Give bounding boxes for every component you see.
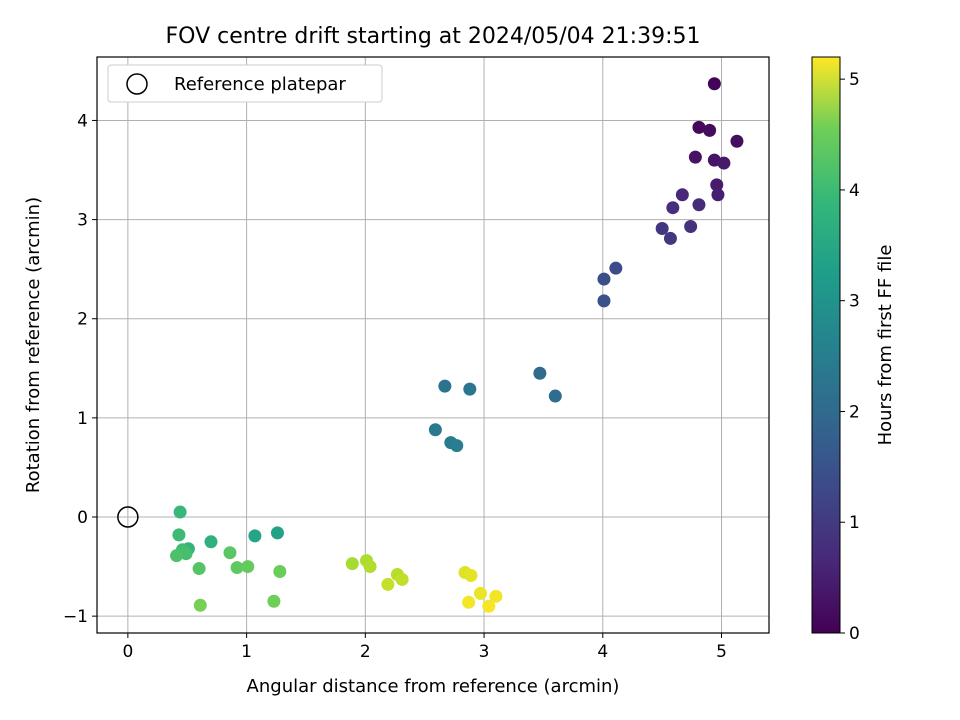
x-tick-label: 1 [241,642,252,662]
chart-title: FOV centre drift starting at 2024/05/04 … [166,24,701,49]
legend-marker-icon [126,73,148,95]
x-tick-label: 5 [716,642,727,662]
colorbar-tick-label: 0 [849,624,860,644]
data-point [428,423,442,437]
data-point [703,123,717,137]
x-tick-label: 3 [479,642,490,662]
y-tick-label: 4 [77,111,88,131]
y-axis-ticks: −1 0 1 2 3 4 [63,111,97,627]
colorbar-ticks: 0 1 2 3 4 5 [840,70,860,644]
y-tick-label: 1 [77,409,88,429]
data-point [248,529,262,543]
colorbar-tick-label: 5 [849,70,860,90]
data-point [241,560,255,574]
legend-entry: Reference platepar [174,74,346,95]
data-point [684,220,698,234]
y-tick-label: 3 [77,211,88,231]
data-point [193,598,207,612]
y-axis-label: Rotation from reference (arcmin) [23,197,44,493]
data-point [730,134,744,148]
data-point [363,560,377,574]
y-tick-label: 2 [77,310,88,330]
x-tick-label: 2 [360,642,371,662]
data-point [381,577,395,591]
colorbar-tick-label: 2 [849,402,860,422]
colorbar-label: Hours from first FF file [875,245,896,446]
legend: Reference platepar [107,64,383,103]
data-point [663,231,677,245]
data-point [597,294,611,308]
grid-lines [97,57,769,633]
data-point [597,272,611,286]
plot-frame [96,56,770,634]
data-point [717,156,731,170]
data-point [548,389,562,403]
data-point [655,222,669,236]
data-point [204,535,218,549]
data-point [675,188,689,202]
data-point [692,198,706,212]
y-tick-label: 0 [77,508,88,528]
colorbar-tick-label: 1 [849,513,860,533]
data-point [273,565,287,579]
data-point [533,366,547,380]
x-tick-label: 0 [122,642,133,662]
data-point [707,77,721,91]
colorbar-frame [811,56,841,634]
reference-point-marker [117,506,139,528]
data-point [270,526,284,540]
data-point [462,595,476,609]
x-tick-label: 4 [597,642,608,662]
data-point [489,589,503,603]
data-point [666,201,680,215]
data-point [395,572,409,586]
data-point [688,150,702,164]
data-point [450,439,464,453]
data-point [192,562,206,576]
colorbar-tick-label: 4 [849,181,860,201]
data-point [345,557,359,571]
data-point [267,594,281,608]
data-point [692,120,706,134]
data-points [170,77,744,613]
data-point [473,586,487,600]
data-point [463,382,477,396]
colorbar [812,57,840,633]
colorbar-tick-label: 3 [849,292,860,312]
data-point [609,261,623,275]
x-axis-ticks: 0 1 2 3 4 5 [122,633,727,662]
data-point [173,505,187,519]
data-point [464,568,478,582]
data-point [711,188,725,202]
legend-box [107,64,383,103]
data-point [170,549,184,563]
data-point [710,178,724,192]
data-point [482,599,496,613]
x-axis-label: Angular distance from reference (arcmin) [247,676,620,697]
y-tick-label: −1 [63,607,88,627]
data-point [230,561,244,575]
data-point [172,528,186,542]
data-point [438,379,452,393]
data-point [223,546,237,560]
